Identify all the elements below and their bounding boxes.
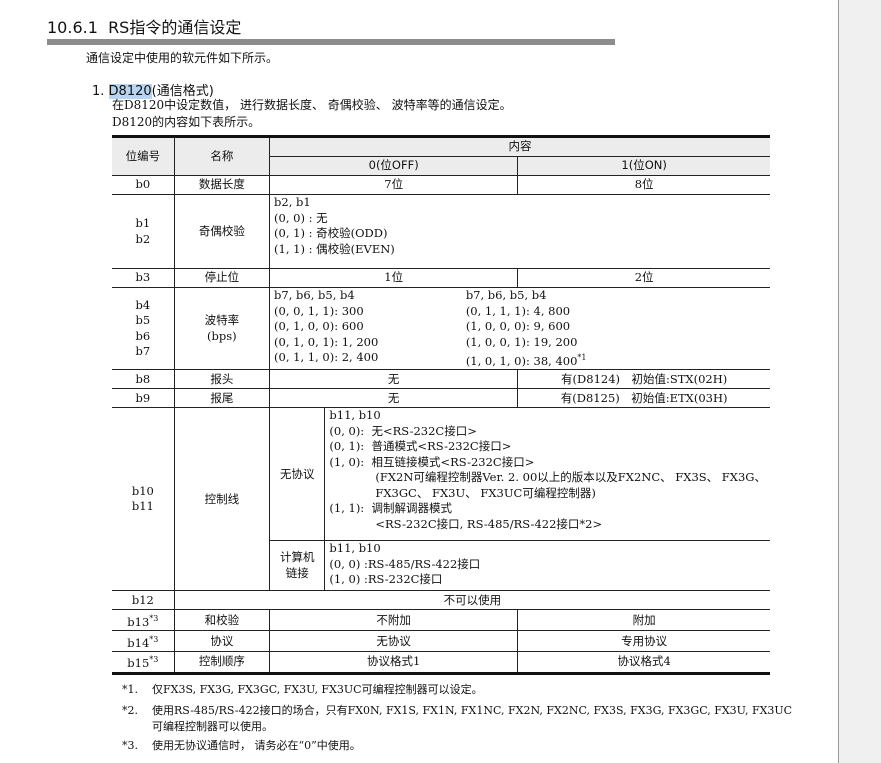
- table-row: b3 停止位 1位 2位: [112, 268, 770, 288]
- table-row: b14*3 协议 无协议 专用协议: [112, 630, 770, 653]
- heading-rule: [47, 39, 615, 45]
- table-row: b0 数据长度 7位 8位: [112, 175, 770, 195]
- header-on: 1(位ON): [517, 156, 770, 176]
- no-protocol-text: b11, b10 (0, 0): 无<RS-232C接口> (0, 1): 普通模式…: [324, 407, 770, 542]
- table-row: b10 b11 控制线 无协议 b11, b10 (0, 0): 无<RS-232C接…: [112, 407, 770, 592]
- computer-link-text: b11, b10 (0, 0) :RS-485/RS-422接口 (1, 0) :R…: [324, 540, 770, 592]
- d8120-table: 位编号 名称 内容 0(位OFF) 1(位ON) b0 数据长度 7位 8位 b1 b2 奇偶…: [112, 135, 770, 675]
- table-row: 计算机 链接 b11, b10 (0, 0) :RS-485/RS-422接口 (1,…: [112, 540, 770, 592]
- section-heading: 10.6.1 RS指令的通信设定: [47, 18, 242, 37]
- table-row: b15*3 控制顺序 协议格式1 协议格式4: [112, 651, 770, 674]
- header-content: 内容: [269, 136, 770, 157]
- parity-text: b2, b1 (0, 0) : 无 (0, 1) : 奇校验(ODD) (1, 1) …: [269, 194, 770, 269]
- header-bit: 位编号: [112, 136, 175, 176]
- device-highlight: D8120: [108, 84, 152, 99]
- table-row: b8 报头无有(D8124) 初始值:STX(02H): [112, 369, 770, 390]
- header-off: 0(位OFF): [269, 156, 519, 176]
- header-name: 名称: [173, 136, 271, 176]
- table-row: b4 b5 b6 b7 波特率 (bps) b7, b6, b5, b4 (0, 0…: [112, 286, 770, 371]
- table-row: b9 报尾无有(D8125) 初始值:ETX(03H): [112, 388, 770, 409]
- intro-text: 通信设定中使用的软元件如下所示。: [86, 51, 279, 65]
- item-heading: 1. D8120(通信格式): [92, 84, 214, 99]
- table-row: b13*3 和校验 不附加 附加: [112, 609, 770, 632]
- desc-line-2: D8120的内容如下表所示。: [112, 115, 261, 129]
- table-row: b12 不可以使用: [112, 590, 770, 611]
- baud-on: b7, b6, b5, b4 (0, 1, 1, 1): 4, 800 (1, 0,…: [465, 286, 718, 371]
- desc-line-1: 在D8120中设定数值， 进行数据长度、 奇偶校验、 波特率等的通信设定。: [112, 98, 512, 112]
- table-row: b1 b2 奇偶校验 b2, b1 (0, 0) : 无 (0, 1) : 奇校验(OD…: [112, 194, 770, 269]
- scrollbar-panel[interactable]: [838, 0, 881, 763]
